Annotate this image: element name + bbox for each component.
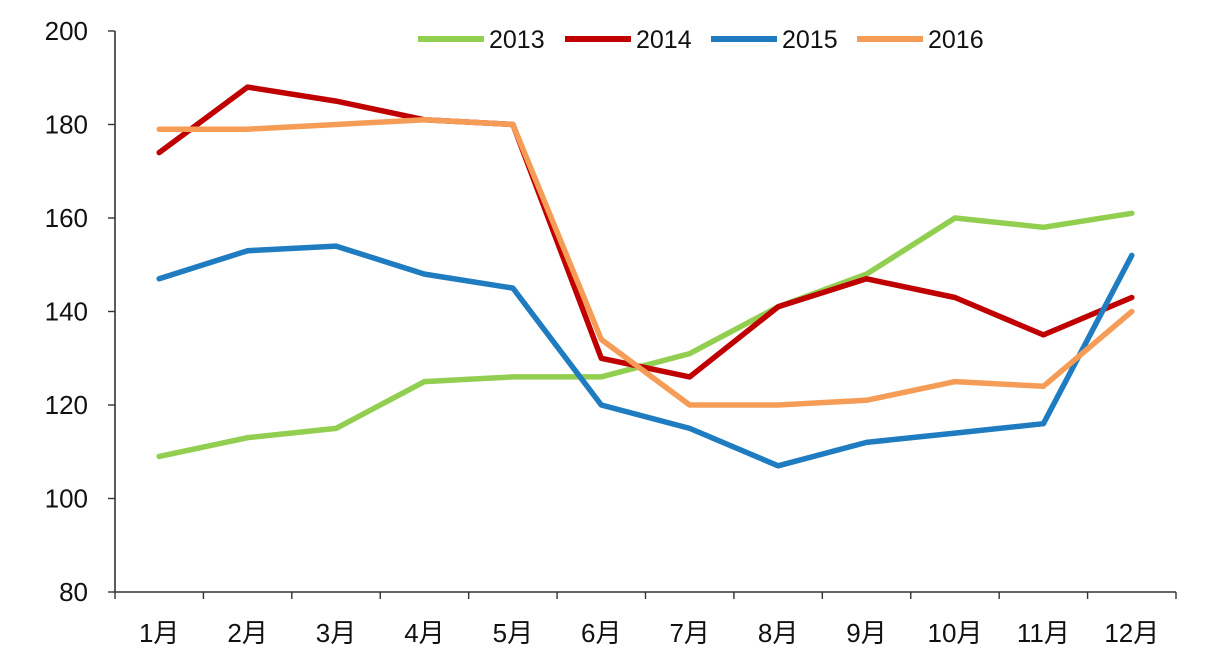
y-tick-label: 100 [45, 484, 88, 514]
series-line-2016 [156, 117, 1135, 408]
series-line-2015 [156, 243, 1135, 469]
x-tick-label: 9月 [846, 618, 886, 648]
axes [114, 31, 1176, 593]
x-tick-label: 5月 [493, 618, 533, 648]
x-ticks: 1月 2月 3月 4月 5月 6月 7月 8月 9月 10月 11月 12月 [114, 592, 1177, 648]
y-tick-label: 140 [45, 297, 88, 327]
x-tick-label: 10月 [927, 618, 982, 648]
x-tick-label: 12月 [1104, 618, 1159, 648]
x-tick-label: 3月 [316, 618, 356, 648]
y-tick-label: 80 [59, 577, 88, 607]
x-tick-label: 11月 [1017, 618, 1070, 648]
y-tick-label: 200 [45, 16, 88, 46]
y-ticks: 80 100 120 140 160 180 200 [45, 16, 115, 607]
legend-label-2016: 2016 [928, 26, 984, 54]
legend: 2013 2014 2015 2016 [418, 26, 984, 54]
x-tick-label: 7月 [669, 618, 709, 648]
series-line-2014 [156, 84, 1135, 380]
x-tick-label: 4月 [404, 618, 444, 648]
x-tick-label: 6月 [581, 618, 621, 648]
legend-label-2015: 2015 [782, 26, 838, 54]
y-tick-label: 180 [45, 110, 88, 140]
x-tick-label: 8月 [758, 618, 798, 648]
y-tick-label: 120 [45, 390, 88, 420]
legend-label-2013: 2013 [489, 26, 545, 54]
legend-label-2014: 2014 [636, 26, 692, 54]
x-tick-label: 1月 [139, 618, 179, 648]
series-layer [156, 84, 1135, 469]
x-tick-label: 2月 [227, 618, 267, 648]
y-tick-label: 160 [45, 203, 88, 233]
